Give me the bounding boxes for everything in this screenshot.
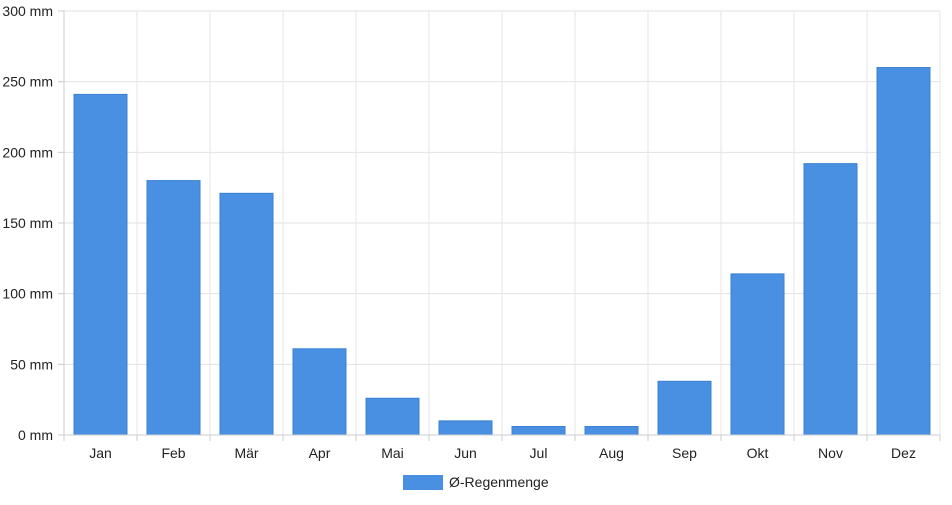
legend[interactable]: Ø-Regenmenge [403,474,549,490]
x-tick-label: Mär [234,445,258,461]
axis-layer: 0 mm 50 mm 100 mm 150 mm 200 mm 250 mm 300 mm J… [2,3,941,461]
x-tick-label: Feb [161,445,185,461]
x-tick-label: Aug [599,445,624,461]
y-tick-label: 100 mm [2,286,53,302]
grid-layer [63,10,941,436]
legend-label: Ø-Regenmenge [449,474,549,490]
x-tick-label: Nov [818,445,843,461]
legend-swatch [403,475,443,490]
x-tick-label: Jul [530,445,548,461]
x-tick-label: Mai [381,445,404,461]
bar-apr[interactable] [292,348,347,436]
bar-sep[interactable] [657,380,712,436]
bar-jun[interactable] [438,420,493,436]
x-tick-label: Dez [891,445,916,461]
bars-layer [73,67,931,436]
y-tick-label: 200 mm [2,144,53,160]
bar-aug[interactable] [584,426,639,436]
x-tick-label: Jan [89,445,112,461]
y-tick-label: 150 mm [2,215,53,231]
bar-jan[interactable] [73,93,128,436]
x-tick-label: Jun [454,445,477,461]
bar-mai[interactable] [365,397,420,436]
x-tick-label: Sep [672,445,697,461]
bar-mär[interactable] [219,192,274,436]
x-tick-label: Apr [309,445,331,461]
y-tick-label: 0 mm [18,427,53,443]
bar-nov[interactable] [803,163,858,436]
bar-jul[interactable] [511,426,566,436]
bar-okt[interactable] [730,273,785,436]
bar-feb[interactable] [146,180,201,436]
y-tick-label: 300 mm [2,3,53,19]
bar-dez[interactable] [876,67,931,436]
y-tick-label: 250 mm [2,74,53,90]
x-tick-label: Okt [747,445,769,461]
y-tick-label: 50 mm [10,356,53,372]
